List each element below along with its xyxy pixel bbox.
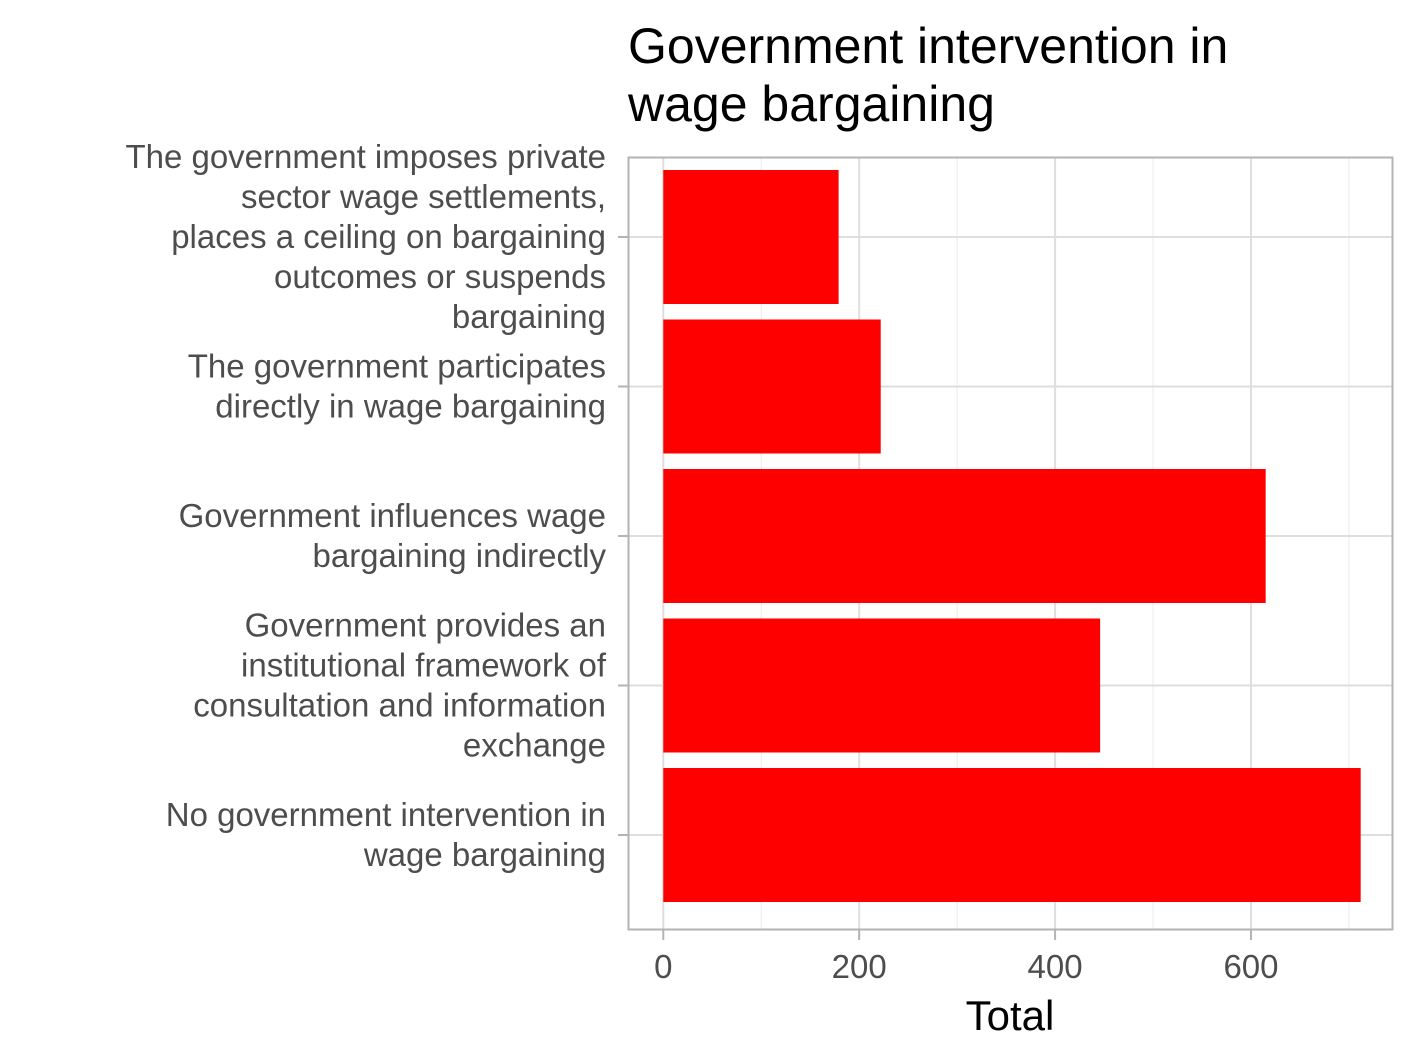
- category-label: The government participates directly in w…: [188, 348, 606, 425]
- x-tick-label: 400: [1028, 948, 1083, 985]
- y-axis-ticks: [618, 236, 629, 836]
- bar: [663, 170, 839, 304]
- category-label-line: outcomes or suspends: [274, 258, 606, 295]
- category-label: The government imposes private sector wag…: [125, 138, 606, 335]
- category-label-line: exchange: [463, 727, 606, 764]
- category-label: Government influences wage bargaining ind…: [179, 497, 607, 574]
- category-label-line: places a ceiling on bargaining: [171, 218, 606, 255]
- bar: [663, 469, 1266, 603]
- category-label: Government provides an institutional fram…: [193, 607, 607, 764]
- category-label-line: No government intervention in: [166, 796, 606, 833]
- x-tick-label: 0: [654, 948, 672, 985]
- category-label-line: directly in wage bargaining: [215, 388, 606, 425]
- x-axis-title: Total: [966, 992, 1055, 1039]
- chart-title-line: wage bargaining: [627, 76, 995, 132]
- x-axis-ticks: 0 200 400 600: [654, 930, 1279, 985]
- x-tick-label: 200: [832, 948, 887, 985]
- x-tick-label: 600: [1223, 948, 1278, 985]
- panel-border: [627, 156, 1394, 931]
- category-label-line: The government participates: [188, 348, 606, 385]
- category-label-line: institutional framework of: [241, 647, 607, 684]
- bar: [663, 319, 881, 454]
- category-label: No government intervention in wage bargai…: [166, 796, 606, 873]
- bar: [663, 768, 1361, 902]
- category-label-line: The government imposes private: [125, 138, 606, 175]
- chart-title-line: Government intervention in: [628, 18, 1228, 74]
- category-label-line: Government provides an: [245, 607, 606, 644]
- category-label-line: Government influences wage: [179, 497, 606, 534]
- category-label-line: bargaining: [452, 298, 606, 335]
- category-label-line: consultation and information: [193, 687, 606, 724]
- category-label-line: bargaining indirectly: [312, 537, 606, 574]
- bar: [663, 618, 1101, 753]
- category-label-line: sector wage settlements,: [241, 178, 606, 215]
- category-label-line: wage bargaining: [363, 836, 606, 873]
- y-axis-labels: The government imposes private sector wag…: [125, 138, 606, 873]
- bars: [663, 170, 1361, 902]
- chart-title: Government intervention in wage bargainin…: [627, 18, 1228, 132]
